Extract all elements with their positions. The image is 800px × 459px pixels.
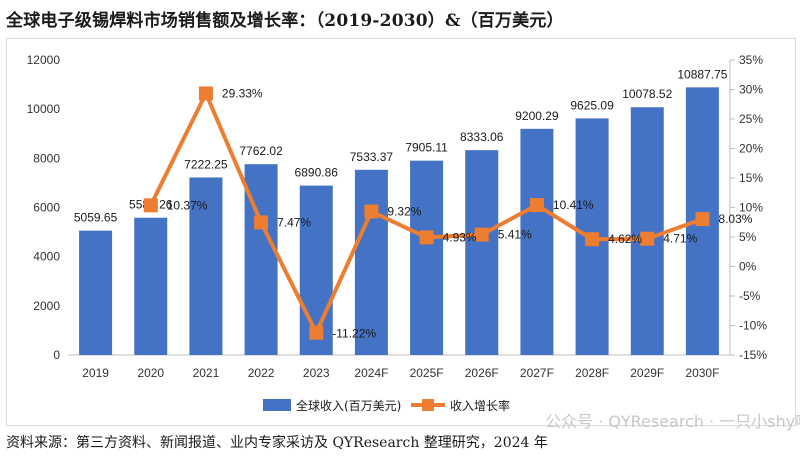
y2-tick-label: 0% [739,260,757,274]
growth-label: 29.33% [222,86,263,100]
x-tick-label: 2025F [410,366,444,380]
growth-label: 4.93% [443,230,477,244]
revenue-bar-label: 10078.52 [622,87,672,101]
y2-tick-label: -10% [739,319,767,333]
x-tick-label: 2023 [303,366,330,380]
growth-point [474,227,489,242]
revenue-bar [465,150,499,355]
y-tick-label: 8000 [33,151,60,165]
y2-tick-label: 30% [739,83,763,97]
revenue-bar-label: 7905.11 [405,141,448,155]
revenue-bar [354,169,388,355]
y2-tick-label: 25% [739,112,763,126]
growth-label: 9.32% [387,205,421,219]
legend-label-growth: 收入增长率 [450,398,510,413]
revenue-bar-label: 9625.09 [570,98,614,112]
growth-point [419,230,434,245]
growth-point [143,198,158,213]
x-tick-label: 2028F [575,366,609,380]
growth-line [143,86,710,340]
y2-tick-label: 15% [739,171,763,185]
x-tick-label: 2024F [354,366,388,380]
y-tick-label: 0 [53,348,60,362]
growth-label: -11.22% [332,327,376,341]
revenue-bar [630,107,664,355]
revenue-bar [134,217,168,355]
revenue-bar-label: 9200.29 [515,109,559,123]
x-tick-label: 2027F [520,366,554,380]
growth-label: 5.41% [498,228,532,242]
revenue-bar [520,128,554,355]
growth-point [695,212,710,227]
growth-point [529,198,544,213]
growth-point [309,325,324,340]
x-tick-label: 2026F [465,366,499,380]
growth-point [364,204,379,219]
revenue-bar-label: 8333.06 [460,130,504,144]
y2-tick-label: 10% [739,201,763,215]
growth-label: 4.71% [663,232,697,246]
legend-label-revenue: 全球收入(百万美元) [296,398,401,413]
growth-label: 10.41% [553,198,594,212]
revenue-bar-label: 7222.25 [184,157,228,171]
chart-title: 全球电子级锡焊料市场销售额及增长率：（2019-2030）&（百万美元） [6,11,564,31]
chart-frame [6,38,796,426]
x-tick-label: 2021 [193,366,220,380]
revenue-bar [79,230,113,355]
x-tick-label: 2022 [248,366,275,380]
growth-point [254,215,269,230]
axes: 0 2000 4000 6000 8000 10000 12000 -15% -10% -5% 0%… [27,53,768,380]
revenue-bar [410,160,444,355]
legend-swatch-growth-marker [422,399,434,411]
growth-label: 4.62% [608,232,642,246]
revenue-bar-label: 7762.02 [239,144,283,158]
growth-label: 10.37% [167,198,208,212]
x-tick-label: 2019 [82,366,109,380]
growth-label: 7.47% [277,215,311,229]
revenue-bar-label: 7533.37 [350,150,394,164]
y2-tick-label: -15% [739,348,767,362]
x-tick-label: 2020 [137,366,164,380]
y-tick-label: 4000 [33,250,60,264]
x-tick-label: 2030F [685,366,719,380]
growth-point [198,86,213,101]
revenue-bars [79,87,719,356]
revenue-bar-label: 6890.86 [295,166,339,180]
y2-tick-label: 5% [739,230,757,244]
growth-label: 8.03% [718,212,752,226]
x-tick-label: 2029F [630,366,664,380]
y2-tick-label: -5% [739,289,761,303]
y-tick-label: 2000 [33,299,60,313]
revenue-bar [189,177,223,355]
y2-tick-label: 35% [739,53,763,67]
growth-point [585,232,600,247]
growth-labels: 10.37% 29.33% 7.47% -11.22% 9.32% 4.93% 5.41% 1… [167,86,753,340]
y-tick-label: 12000 [27,53,61,67]
revenue-bar-label: 10887.75 [677,67,727,81]
revenue-bar-label: 5059.65 [74,211,118,225]
y-tick-label: 6000 [33,201,60,215]
y-tick-label: 10000 [27,102,61,116]
watermark: 公众号 · QYResearch · 一只小shy喵 [545,412,800,431]
legend: 全球收入(百万美元) 收入增长率 [263,398,510,413]
y2-tick-label: 20% [739,142,763,156]
revenue-bar-labels: 5059.655584.267222.257762.026890.867533.… [74,67,728,224]
legend-swatch-revenue [263,399,291,411]
growth-point [640,231,655,246]
source-note: 资料来源：第三方资料、新闻报道、业内专家采访及 QYResearch 整理研究，… [6,435,548,451]
